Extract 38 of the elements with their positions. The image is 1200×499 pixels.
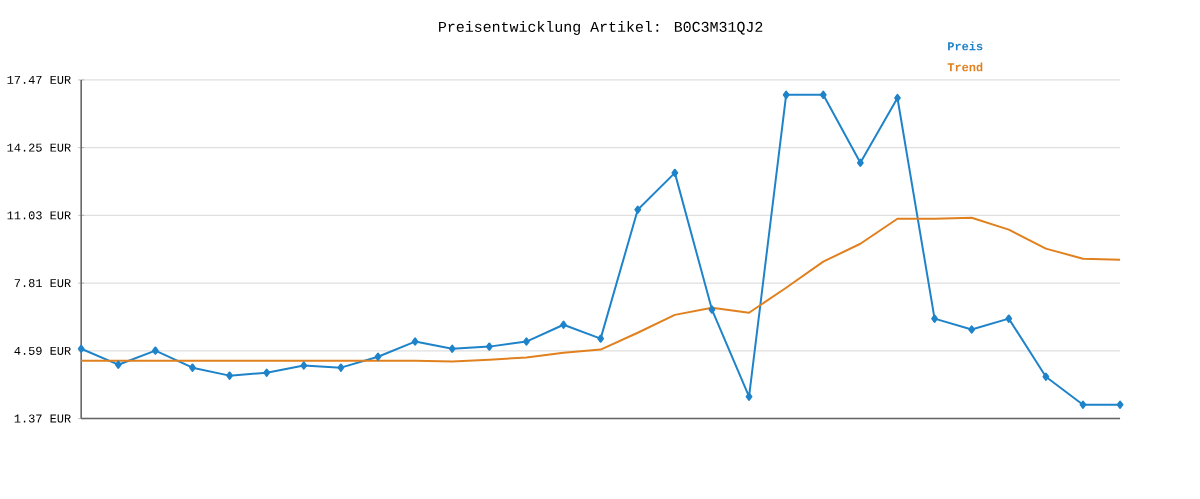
point: [77, 344, 85, 353]
point: [560, 320, 567, 329]
point: [671, 168, 679, 177]
y-tick-label: 4.59 EUR: [14, 346, 71, 355]
point: [485, 342, 493, 351]
point: [782, 90, 790, 99]
y-tick-label: 1.37 EUR: [14, 414, 71, 423]
text: Preis: [948, 41, 983, 51]
point: [1079, 400, 1087, 409]
text: Trend: [947, 62, 983, 72]
point: [819, 90, 827, 99]
point: [968, 325, 976, 334]
point: [411, 337, 419, 346]
point: [300, 361, 308, 370]
point: [114, 360, 122, 369]
y-tick-label: 7.81 EUR: [14, 278, 71, 287]
y-tick-label: 17.47 EUR: [7, 75, 71, 84]
point: [448, 344, 456, 353]
y-tick-label: 14.25 EUR: [7, 143, 71, 152]
point: [856, 158, 864, 167]
point: [374, 352, 382, 361]
point: [523, 337, 530, 346]
point: [634, 205, 642, 214]
point: [152, 346, 159, 355]
point: [931, 314, 938, 323]
y-tick-label: 11.03 EUR: [7, 211, 71, 220]
point: [708, 305, 716, 314]
point: [745, 392, 753, 401]
point: [1116, 400, 1124, 409]
chart-title: Preisentwicklung Artikel: B0C3M31QJ2: [439, 20, 763, 35]
point: [597, 334, 605, 343]
point: [189, 363, 196, 372]
point: [1042, 372, 1050, 381]
point: [894, 93, 901, 102]
point: [1005, 314, 1013, 323]
point: [337, 363, 345, 372]
point: [263, 368, 271, 377]
point: [226, 371, 233, 380]
